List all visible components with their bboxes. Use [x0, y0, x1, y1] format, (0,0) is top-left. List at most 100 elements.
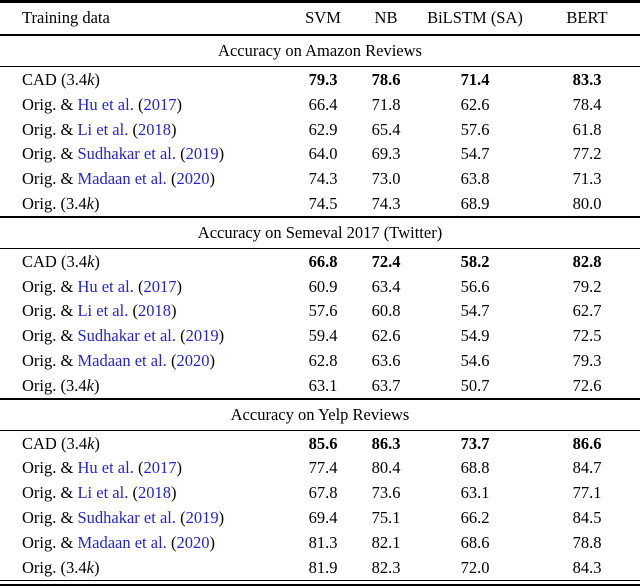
- table-row: Orig. & Madaan et al. (2020) 62.8 63.6 54.6…: [0, 349, 640, 374]
- metric-value: 62.9: [308, 119, 338, 139]
- metric-value: 73.7: [460, 433, 490, 453]
- citation-link[interactable]: 2020: [176, 532, 210, 552]
- row-label: Orig. (3.4k): [0, 376, 290, 396]
- row-label: CAD (3.4k): [0, 252, 290, 272]
- table-section: Accuracy on Amazon Reviews CAD (3.4k) 79.3…: [0, 36, 640, 216]
- metric-value: 68.8: [460, 458, 490, 478]
- metric-value: 78.8: [572, 532, 602, 552]
- row-label: Orig. & Li et al. (2018): [0, 120, 290, 140]
- metric-value: 68.9: [460, 194, 490, 214]
- row-label: Orig. & Madaan et al. (2020): [0, 169, 290, 189]
- citation-link[interactable]: 2018: [137, 119, 171, 139]
- row-label-text: (: [175, 508, 186, 528]
- citation-link[interactable]: Li et al.: [77, 483, 129, 503]
- rule-section-top: [0, 247, 640, 250]
- row-label-text: (: [166, 351, 177, 371]
- citation-link[interactable]: 2020: [176, 169, 210, 189]
- metric-value: 54.9: [460, 326, 490, 346]
- table-row: CAD (3.4k) 85.6 86.3 73.7 86.6: [0, 431, 640, 456]
- citation-link[interactable]: Sudhakar et al.: [77, 144, 176, 164]
- row-label-text: ): [218, 326, 225, 346]
- row-label-text: Orig. &: [22, 94, 78, 114]
- metric-value: 66.4: [308, 94, 338, 114]
- table-row: Orig. & Sudhakar et al. (2019) 69.4 75.1 66…: [0, 506, 640, 531]
- citation-link[interactable]: Madaan et al.: [77, 532, 167, 552]
- citation-link[interactable]: Sudhakar et al.: [77, 508, 176, 528]
- row-label: Orig. (3.4k): [0, 558, 290, 578]
- citation-link[interactable]: Sudhakar et al.: [77, 326, 176, 346]
- citation-link[interactable]: Hu et al.: [77, 94, 134, 114]
- row-label-text: k: [86, 557, 94, 577]
- citation-link[interactable]: Madaan et al.: [77, 351, 167, 371]
- rule-top: [0, 0, 640, 3]
- row-label-text: (: [175, 326, 186, 346]
- metric-value: 63.4: [371, 276, 401, 296]
- metric-value: 57.6: [308, 301, 338, 321]
- metric-value: 63.1: [308, 375, 338, 395]
- metric-value: 65.4: [371, 119, 401, 139]
- row-label: Orig. & Li et al. (2018): [0, 301, 290, 321]
- metric-value: 67.8: [308, 483, 338, 503]
- metric-value: 79.2: [572, 276, 602, 296]
- metric-value: 82.3: [371, 557, 401, 577]
- row-label-text: (: [128, 119, 138, 139]
- section-title: Accuracy on Amazon Reviews: [218, 41, 422, 60]
- row-label: CAD (3.4k): [0, 70, 290, 90]
- citation-link[interactable]: 2017: [143, 276, 177, 296]
- citation-link[interactable]: 2019: [185, 326, 219, 346]
- metric-value: 61.8: [572, 119, 602, 139]
- metric-value: 77.1: [572, 483, 602, 503]
- metric-value: 75.1: [371, 508, 401, 528]
- row-label-text: (: [175, 144, 186, 164]
- row-label: Orig. & Sudhakar et al. (2019): [0, 326, 290, 346]
- metric-value: 77.4: [308, 458, 338, 478]
- metric-value: 54.6: [460, 351, 490, 371]
- metric-value: 62.6: [460, 94, 490, 114]
- citation-link[interactable]: Madaan et al.: [77, 169, 167, 189]
- citation-link[interactable]: Hu et al.: [77, 276, 134, 296]
- metric-value: 69.3: [371, 144, 401, 164]
- row-label-text: (: [128, 301, 138, 321]
- citation-link[interactable]: 2019: [185, 508, 219, 528]
- row-label-text: ): [218, 508, 225, 528]
- table-row: Orig. & Sudhakar et al. (2019) 59.4 62.6 54…: [0, 324, 640, 349]
- metric-value: 80.0: [572, 194, 602, 214]
- citation-link[interactable]: 2018: [137, 483, 171, 503]
- section-title: Accuracy on Yelp Reviews: [230, 404, 410, 424]
- table-section: Accuracy on Semeval 2017 (Twitter) CAD (3…: [0, 218, 640, 398]
- row-label-text: Orig. &: [22, 276, 78, 296]
- table-header-row: Training data SVM NB BiLSTM (SA) BERT: [0, 3, 640, 34]
- citation-link[interactable]: 2019: [185, 144, 219, 164]
- rule-bottom-thin: [0, 580, 640, 582]
- row-label-text: ): [94, 69, 100, 89]
- metric-value: 63.8: [460, 169, 490, 189]
- row-label-text: Orig. &: [22, 458, 78, 478]
- metric-value: 68.6: [460, 532, 490, 552]
- row-label-text: k: [87, 251, 95, 271]
- row-label: Orig. & Hu et al. (2017): [0, 95, 290, 115]
- citation-link[interactable]: Li et al.: [77, 301, 129, 321]
- table-row: Orig. & Li et al. (2018) 62.9 65.4 57.6 61.8: [0, 117, 640, 142]
- citation-link[interactable]: Li et al.: [77, 119, 129, 139]
- metric-value: 77.2: [572, 144, 602, 164]
- citation-link[interactable]: 2017: [143, 94, 177, 114]
- metric-value: 54.7: [460, 144, 490, 164]
- citation-link[interactable]: Hu et al.: [77, 458, 134, 478]
- row-label: Orig. & Sudhakar et al. (2019): [0, 144, 290, 164]
- metric-value: 81.9: [308, 557, 338, 577]
- citation-link[interactable]: 2018: [137, 301, 171, 321]
- table-body: Accuracy on Amazon Reviews CAD (3.4k) 79.3…: [0, 36, 640, 580]
- citation-link[interactable]: 2017: [143, 458, 177, 478]
- row-label-text: ): [176, 458, 182, 478]
- row-label-text: ): [209, 169, 215, 189]
- citation-link[interactable]: 2020: [176, 351, 210, 371]
- metric-value: 73.6: [371, 483, 401, 503]
- row-label-text: (: [133, 276, 144, 296]
- row-label: Orig. & Madaan et al. (2020): [0, 533, 290, 553]
- row-label-text: ): [176, 276, 182, 296]
- row-label-text: ): [209, 351, 215, 371]
- metric-value: 72.5: [572, 326, 602, 346]
- row-label-text: Orig. &: [22, 169, 78, 189]
- row-label-text: CAD (3.4: [22, 69, 88, 89]
- row-label-text: Orig. &: [22, 144, 78, 164]
